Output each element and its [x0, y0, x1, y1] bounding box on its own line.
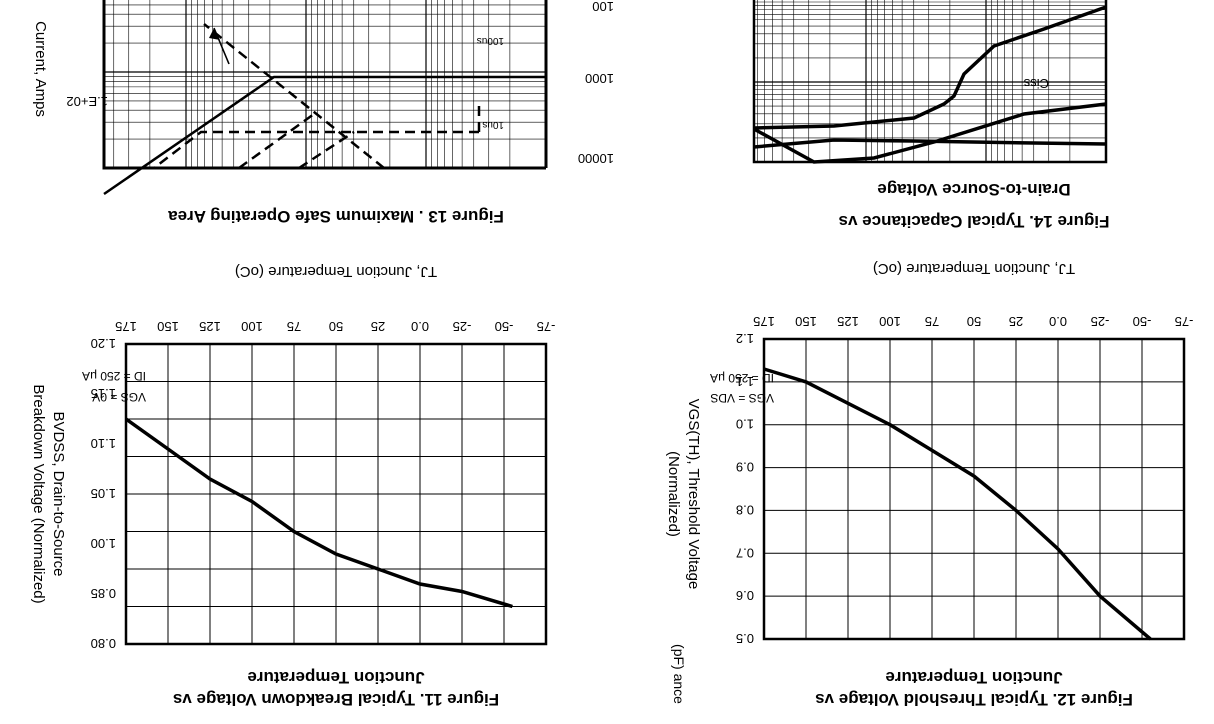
fig11-caption-1: Figure 11. Typical Breakdown Voltage vs	[173, 690, 499, 709]
fig11-chart: -75 -50 -25 0.0 25 50 75 100 125 150 175 0.80 0.85 1…	[30, 263, 555, 709]
fig11-x-tick-label: 175	[115, 319, 137, 334]
fig11-x-tick-label: 75	[287, 319, 301, 334]
fig11-ylabel-1: BVDSS, Drain-to-Source	[50, 411, 67, 576]
fig13-10us-label: 10us	[482, 119, 504, 130]
fig11-plot-frame	[124, 342, 548, 646]
fig12-x-ticks: -75 -50 -25 0.0 25 50 75 100 125 150 175	[753, 314, 1193, 329]
fig14-ciss-line	[753, 138, 1107, 149]
fig11-y-tick-label: 0.85	[91, 586, 116, 601]
fig12-x-tick-label: 75	[925, 314, 939, 329]
fig13-grid	[104, 0, 547, 169]
fig12-series-line	[763, 367, 1152, 641]
fig12-x-tick-label: 0.0	[1049, 314, 1067, 329]
fig11-x-tick-label: 25	[371, 319, 385, 334]
fig12-x-tick-label: 50	[967, 314, 981, 329]
fig14-ciss-label: Ciss	[1023, 76, 1049, 91]
fig12-annot-vgs: VGS = VDS	[710, 391, 774, 405]
fig13-10us-line	[153, 104, 481, 169]
fig12-x-tick-label: -50	[1133, 314, 1152, 329]
fig12-caption-2: Junction Temperature	[885, 668, 1062, 687]
fig12-x-tick-label: -25	[1091, 314, 1110, 329]
fig14-caption-1: Figure 14. Typical Capacitance vs	[839, 212, 1110, 231]
fig11-x-tick-label: -25	[453, 319, 472, 334]
fig11-y-tick-label: 1.05	[91, 486, 116, 501]
fig14-caption-2: Drain-to-Source Voltage	[877, 180, 1070, 199]
fig12-x-tick-label: 25	[1009, 314, 1023, 329]
fig12-y-tick-label: 0.5	[736, 631, 754, 646]
fig13-caption: Figure 13 . Maximum Safe Operating Area	[168, 207, 504, 226]
fig12-x-tick-label: 150	[795, 314, 817, 329]
fig12-caption-1: Figure 12. Typical Threshold Voltage vs	[815, 690, 1133, 709]
fig11-x-tick-label: -50	[495, 319, 514, 334]
fig13-ylabel: Current, Amps	[32, 21, 49, 117]
fig11-x-tick-label: 125	[199, 319, 221, 334]
fig13-plot-frame	[102, 0, 548, 170]
fig14-y-tick-10000: 10000	[578, 151, 614, 166]
fig13-100us-label: 100us	[477, 35, 504, 46]
fig14-chart: 10000 1000 100 Ciss (pF) ance Figure 14.…	[578, 0, 1110, 704]
fig12-y-tick-label: 1.1	[736, 374, 754, 389]
fig14-y-tick-100: 100	[592, 0, 614, 14]
fig13-y-tick: 1.E+02	[66, 94, 108, 109]
fig11-x-tick-label: 100	[241, 319, 263, 334]
fig11-top-xlabel: TJ, Junction Temperature (oC)	[235, 263, 437, 280]
fig14-plot-frame	[752, 0, 1108, 164]
fig12-y-tick-label: 1.2	[736, 331, 754, 346]
fig12-y-tick-label: 1.0	[736, 417, 754, 432]
fig12-x-tick-label: 100	[879, 314, 901, 329]
fig11-ylabel-2: Breakdown Voltage (Normalized)	[30, 384, 47, 603]
fig13-thermal-line	[203, 23, 385, 169]
fig12-ylabel-1: VGS(TH), Threshold Voltage	[685, 399, 702, 590]
fig11-annot-id: ID = 250 μA	[82, 369, 146, 383]
fig12-y-tick-label: 0.6	[736, 588, 754, 603]
fig11-x-tick-label: 0.0	[411, 319, 429, 334]
fig12-x-tick-label: 175	[753, 314, 775, 329]
fig12-y-ticks: 0.5 0.6 0.7 0.8 0.9 1.0 1.1 1.2	[736, 331, 754, 646]
fig14-coss-line	[753, 102, 1107, 164]
fig11-caption-2: Junction Temperature	[247, 668, 424, 687]
fig11-y-tick-label: 1.20	[91, 336, 116, 351]
fig11-y-tick-label: 0.80	[91, 636, 116, 651]
fig11-y-tick-label: 1.00	[91, 536, 116, 551]
fig11-grid	[126, 344, 546, 644]
fig11-y-tick-label: 1.10	[91, 436, 116, 451]
fig11-y-ticks: 0.80 0.85 1.00 1.05 1.10 1.15 1.20	[91, 336, 116, 651]
fig11-x-tick-label: -75	[537, 319, 556, 334]
fig12-plot-frame	[762, 337, 1186, 641]
fig11-x-ticks: -75 -50 -25 0.0 25 50 75 100 125 150 175	[115, 319, 555, 334]
fig11-x-tick-label: 150	[157, 319, 179, 334]
fig12-annot-id: ID = 250 μA	[710, 371, 774, 385]
fig12-top-xlabel: TJ, Junction Temperature (oC)	[873, 260, 1075, 277]
fig13-arrowhead-icon	[209, 28, 220, 40]
fig12-ylabel-2: (Normalized)	[665, 451, 682, 537]
fig12-grid	[764, 339, 1184, 639]
fig12-x-tick-label: -75	[1175, 314, 1194, 329]
fig14-y-tick-1000: 1000	[585, 71, 614, 86]
fig11-y-tick-label: 1.15	[91, 386, 116, 401]
fig13-chart: 100us 10us 1.E+02 Current, Amps Figure 1…	[32, 0, 548, 226]
fig12-y-tick-label: 0.8	[736, 502, 754, 517]
fig12-y-tick-label: 0.7	[736, 545, 754, 560]
fig12-x-tick-label: 125	[837, 314, 859, 329]
fig14-crss-line	[753, 5, 1107, 130]
fig13-limit-line	[103, 75, 546, 196]
fig11-x-tick-label: 50	[329, 319, 343, 334]
fig12-chart: -75 -50 -25 0.0 25 50 75 100 125 150 175 0.5 0.6 0.7…	[665, 260, 1193, 709]
fig11-series-line	[124, 417, 513, 609]
fig14-ylabel: (pF) ance	[671, 644, 687, 704]
fig12-y-tick-label: 0.9	[736, 460, 754, 475]
fig11-annot-vgs: VGS = 0V	[92, 390, 146, 404]
